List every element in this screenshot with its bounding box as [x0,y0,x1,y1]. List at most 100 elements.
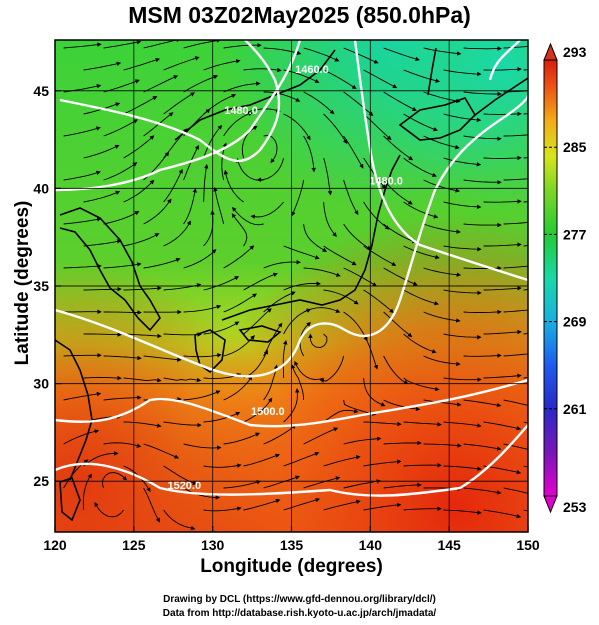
streamline [363,157,386,190]
coastline-sakhalin [427,47,437,96]
streamline [203,276,240,291]
streamline [303,267,341,277]
streamline [503,309,528,313]
contour-label: 1500.0 [251,406,285,418]
streamline [203,124,223,159]
streamline [363,502,402,511]
streamline [282,340,288,378]
streamline [143,40,181,49]
streamline [483,155,522,161]
streamline [503,353,528,357]
streamline [363,421,402,427]
streamline [323,245,357,266]
streamline [263,424,297,445]
streamline [103,211,140,225]
streamline [143,443,180,459]
streamline [163,377,202,383]
streamline [223,245,255,269]
contour-1480-north [59,40,281,162]
streamline [403,201,439,219]
streamline [423,311,461,323]
streamline [283,281,321,291]
streamline [63,429,100,445]
coastline-japan-shikoku [238,325,282,343]
streamline [83,144,120,159]
streamline [423,267,462,277]
streamline [123,135,155,159]
streamline [383,311,413,338]
streamline [363,459,402,467]
streamline [283,497,321,511]
streamline [463,399,502,408]
x-tick-label: 130 [201,537,225,553]
streamline [291,179,305,217]
streamline [283,245,320,260]
streamline [250,201,284,219]
contour-label: 1460.0 [295,64,329,76]
streamline [283,451,320,467]
streamline [403,377,440,392]
streamline [203,411,241,423]
streamline [343,179,359,216]
streamline [63,391,102,401]
streamline [483,373,522,379]
coastline-china [55,339,93,481]
streamline [483,421,522,431]
streamline [403,333,437,354]
streamline [423,47,462,56]
streamline [383,223,417,244]
streamline [63,353,102,358]
streamline [363,245,397,266]
coastline-japan-honshu [221,154,401,321]
streamline [343,223,372,251]
streamline [403,113,439,132]
streamline [343,91,374,117]
y-tick-label: 30 [33,376,49,392]
contour-label: 1480.0 [369,175,403,187]
streamline [363,113,392,141]
streamline [503,134,528,137]
streamline [163,92,196,115]
streamline [483,111,522,117]
streamline [243,108,281,115]
streamline [463,487,502,495]
streamline [308,333,328,348]
streamline [103,162,138,181]
streamline [83,332,122,337]
streamline [263,91,301,102]
streamline [203,321,240,335]
streamline [403,506,442,511]
streamline [103,119,139,137]
streamline [363,333,379,370]
streamline [319,355,345,383]
x-tick-label: 145 [437,537,461,553]
x-tick-label: 140 [359,537,383,553]
y-tick-label: 40 [33,180,49,196]
streamline [183,443,222,450]
streamline [143,487,160,523]
coastlines [55,47,528,522]
y-tick-label: 45 [33,83,49,99]
colorbar-min-arrow [543,495,558,514]
streamline [63,126,101,137]
contour-labels: 1520.0 1500.0 1480.0 1460.0 1480.0 [167,64,402,492]
axis-ticks: 120 125 130 135 140 145 150 25 30 35 40 45 [33,83,539,553]
streamline [423,399,462,407]
streamline [343,135,364,169]
streamline [463,309,502,315]
streamline [403,245,440,260]
streamline [323,499,361,511]
streamline [223,111,253,137]
streamline [143,112,174,137]
streamline [123,96,158,115]
streamline [203,163,209,203]
streamline [343,436,382,445]
streamline [423,355,461,367]
streamline [383,91,417,111]
colorbar-ticks: 253 261 269 277 285 293 [544,44,587,515]
streamline [83,286,122,292]
streamline [101,472,128,489]
coastline-russia [174,49,336,141]
streamline [223,432,261,445]
